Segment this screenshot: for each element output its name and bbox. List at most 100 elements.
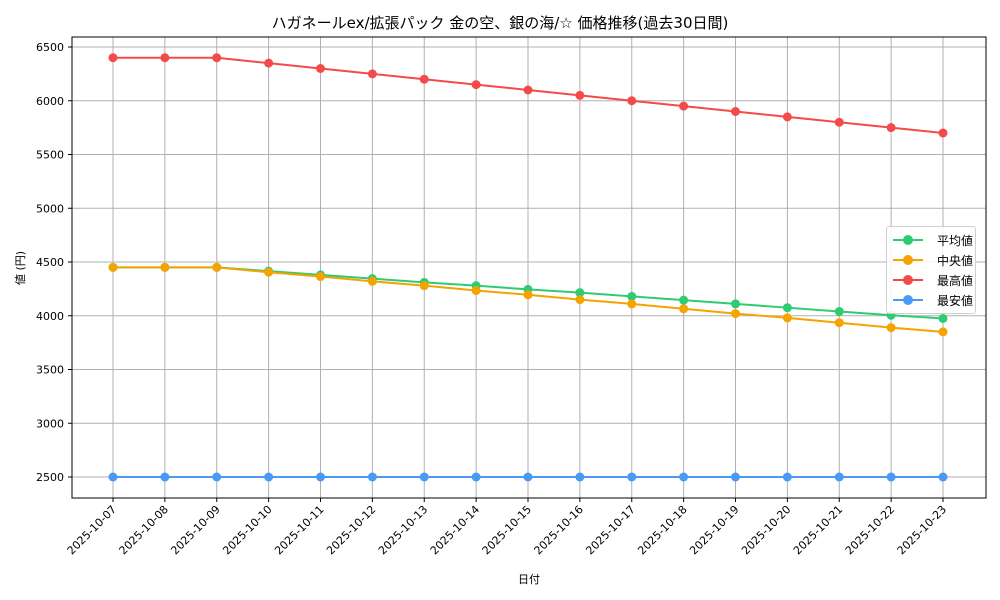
x-tick-label: 2025-10-22 bbox=[843, 503, 897, 557]
data-point-marker bbox=[108, 262, 118, 272]
y-tick-label: 4500 bbox=[36, 256, 64, 269]
data-point-marker bbox=[731, 309, 740, 319]
data-point-marker bbox=[938, 313, 948, 323]
data-point-marker bbox=[212, 262, 222, 272]
x-tick-label: 2025-10-11 bbox=[272, 503, 326, 557]
x-tick-label: 2025-10-13 bbox=[376, 503, 430, 557]
data-point-marker bbox=[264, 472, 274, 482]
data-point-marker bbox=[627, 291, 637, 301]
data-point-marker bbox=[731, 107, 740, 116]
data-point-marker bbox=[367, 276, 377, 286]
series-1 bbox=[108, 262, 948, 337]
x-axis-label: 日付 bbox=[518, 573, 540, 586]
legend-marker-icon bbox=[893, 295, 923, 305]
data-point-marker bbox=[523, 290, 533, 300]
data-point-marker bbox=[679, 472, 689, 482]
legend: 平均値中央値最高値最安値 bbox=[886, 226, 976, 314]
data-point-marker bbox=[575, 90, 585, 100]
y-tick-label: 5500 bbox=[36, 149, 64, 162]
data-point-marker bbox=[938, 327, 948, 337]
x-tick-label: 2025-10-10 bbox=[220, 503, 274, 557]
data-point-marker bbox=[679, 295, 689, 305]
y-tick-label: 4000 bbox=[36, 310, 64, 323]
data-point-marker bbox=[316, 472, 325, 482]
x-tick-label: 2025-10-23 bbox=[895, 503, 949, 557]
data-point-marker bbox=[108, 53, 118, 63]
data-point-marker bbox=[679, 304, 689, 314]
data-point-marker bbox=[212, 53, 222, 63]
data-point-marker bbox=[367, 472, 377, 482]
legend-marker-icon bbox=[893, 275, 923, 285]
data-point-marker bbox=[782, 313, 792, 323]
x-tick-label: 2025-10-21 bbox=[791, 503, 845, 557]
data-point-marker bbox=[627, 96, 637, 106]
legend-label: 平均値 bbox=[937, 233, 974, 248]
data-point-marker bbox=[886, 472, 896, 482]
data-point-marker bbox=[212, 472, 222, 482]
x-tick-label: 2025-10-09 bbox=[168, 503, 222, 557]
x-tick-label: 2025-10-12 bbox=[324, 503, 378, 557]
data-point-marker bbox=[575, 295, 585, 305]
data-point-marker bbox=[575, 288, 585, 298]
x-tick-label: 2025-10-19 bbox=[687, 503, 741, 557]
data-point-marker bbox=[160, 472, 170, 482]
data-point-marker bbox=[523, 472, 533, 482]
data-point-marker bbox=[471, 80, 481, 90]
y-axis-label: 値 (円) bbox=[14, 251, 27, 285]
legend-item: 平均値 bbox=[893, 230, 975, 250]
data-point-marker bbox=[316, 272, 325, 282]
data-point-marker bbox=[471, 472, 481, 482]
x-tick-label: 2025-10-17 bbox=[583, 503, 637, 557]
data-point-marker bbox=[834, 318, 844, 328]
y-tick-label: 2500 bbox=[36, 471, 64, 484]
data-point-marker bbox=[419, 74, 429, 84]
data-point-marker bbox=[627, 472, 637, 482]
chart-title: ハガネールex/拡張パック 金の空、銀の海/☆ 価格推移(過去30日間) bbox=[271, 14, 729, 32]
y-tick-label: 3500 bbox=[36, 364, 64, 377]
x-tick-label: 2025-10-08 bbox=[117, 503, 171, 557]
y-tick-label: 6000 bbox=[36, 95, 64, 108]
x-axis-ticks: 2025-10-072025-10-082025-10-092025-10-10… bbox=[65, 498, 949, 557]
legend-marker-icon bbox=[893, 255, 923, 265]
legend-label: 最高値 bbox=[937, 273, 974, 288]
data-point-marker bbox=[731, 472, 740, 482]
data-point-marker bbox=[627, 299, 637, 309]
series-3 bbox=[108, 472, 948, 482]
y-tick-label: 5000 bbox=[36, 202, 64, 215]
data-point-marker bbox=[938, 472, 948, 482]
data-point-marker bbox=[419, 472, 429, 482]
data-point-marker bbox=[938, 128, 948, 138]
legend-label: 最安値 bbox=[937, 293, 974, 308]
data-point-marker bbox=[264, 267, 274, 277]
data-point-marker bbox=[782, 472, 792, 482]
data-point-marker bbox=[471, 285, 481, 295]
x-tick-label: 2025-10-15 bbox=[480, 503, 534, 557]
data-point-marker bbox=[575, 472, 585, 482]
data-point-marker bbox=[316, 64, 325, 73]
legend-label: 中央値 bbox=[937, 253, 974, 268]
data-point-marker bbox=[523, 85, 533, 95]
data-point-marker bbox=[886, 123, 896, 133]
legend-item: 最高値 bbox=[893, 270, 975, 290]
data-point-marker bbox=[731, 299, 740, 309]
data-point-marker bbox=[782, 112, 792, 122]
data-point-marker bbox=[782, 303, 792, 313]
data-point-marker bbox=[834, 472, 844, 482]
data-point-marker bbox=[834, 117, 844, 127]
series-lines bbox=[108, 53, 948, 482]
y-tick-label: 6500 bbox=[36, 41, 64, 54]
data-point-marker bbox=[367, 69, 377, 79]
data-point-marker bbox=[679, 101, 689, 111]
y-tick-label: 3000 bbox=[36, 417, 64, 430]
data-point-marker bbox=[886, 323, 896, 333]
data-point-marker bbox=[108, 472, 118, 482]
legend-item: 最安値 bbox=[893, 290, 975, 310]
data-point-marker bbox=[160, 53, 170, 63]
x-tick-label: 2025-10-20 bbox=[739, 503, 793, 557]
plot-area-frame bbox=[71, 36, 987, 499]
data-point-marker bbox=[264, 58, 274, 68]
data-point-marker bbox=[419, 281, 429, 291]
series-2 bbox=[108, 53, 948, 138]
y-axis-ticks: 2500 3000 3500 4000 4500 5000 5500 6000 6500 bbox=[36, 41, 72, 484]
